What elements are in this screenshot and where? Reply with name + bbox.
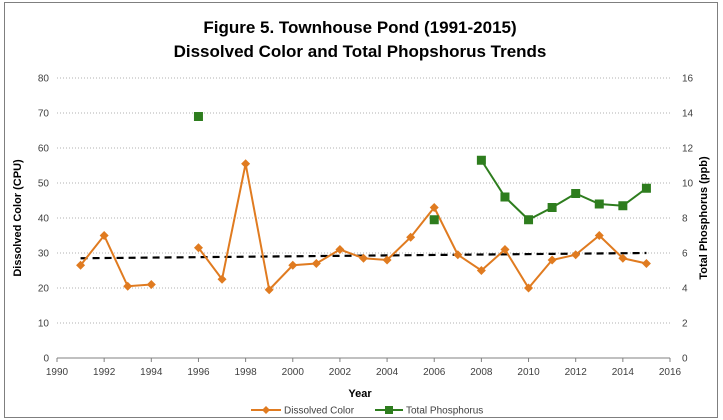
y2-tick-label: 6 bbox=[682, 249, 688, 260]
x-tick-label: 2010 bbox=[517, 367, 540, 378]
y-tick-label: 60 bbox=[38, 144, 50, 155]
y2-tick-label: 4 bbox=[682, 284, 688, 295]
y2-tick-label: 10 bbox=[682, 179, 694, 190]
legend-item-total-phosphorus: Total Phosphorus bbox=[375, 406, 483, 417]
data-point bbox=[264, 285, 274, 295]
y-tick-label: 70 bbox=[38, 109, 50, 120]
data-point bbox=[382, 255, 392, 265]
x-tick-label: 2008 bbox=[470, 367, 493, 378]
data-point bbox=[359, 253, 368, 263]
legend: Dissolved Color Total Phosphorus bbox=[251, 406, 483, 417]
y-tick-label: 0 bbox=[43, 354, 49, 365]
x-tick-label: 2002 bbox=[329, 367, 352, 378]
y-tick-label: 80 bbox=[38, 74, 50, 85]
y2-tick-label: 8 bbox=[682, 214, 688, 225]
data-point bbox=[217, 274, 227, 284]
grid-lines bbox=[57, 77, 670, 324]
data-point bbox=[594, 199, 604, 209]
data-point bbox=[547, 203, 557, 212]
data-point bbox=[335, 245, 345, 254]
data-point bbox=[311, 259, 321, 268]
data-point bbox=[146, 280, 156, 289]
data-point bbox=[571, 189, 581, 198]
data-point bbox=[641, 183, 651, 193]
data-point bbox=[594, 231, 604, 240]
legend-marker-total-phosphorus bbox=[385, 406, 393, 414]
data-point bbox=[453, 250, 463, 260]
y-axis-label: Dissolved Color (CPU) bbox=[12, 159, 24, 277]
y-tick-label: 20 bbox=[38, 284, 50, 295]
series-line bbox=[79, 233, 152, 288]
data-point bbox=[241, 159, 251, 169]
series-total-phosphorus bbox=[193, 112, 651, 225]
y2-axis-label: Total Phosphorus (ppb) bbox=[698, 156, 710, 280]
data-point bbox=[193, 243, 203, 253]
x-tick-label: 1998 bbox=[234, 367, 257, 378]
x-axis-ticks: 1990 1992 1994 1996 1998 2000 2002 2004 2006 2008… bbox=[46, 358, 682, 378]
y-tick-label: 30 bbox=[38, 249, 50, 260]
y-tick-label: 10 bbox=[38, 319, 50, 330]
chart: Figure 5. Townhouse Pond (1991-2015) Dis… bbox=[12, 18, 710, 417]
series-line bbox=[480, 159, 648, 221]
legend-label-total-phosphorus: Total Phosphorus bbox=[406, 406, 483, 417]
y2-tick-label: 12 bbox=[682, 144, 694, 155]
x-tick-label: 2014 bbox=[612, 367, 635, 378]
data-point bbox=[193, 112, 203, 121]
x-tick-label: 2004 bbox=[376, 367, 399, 378]
y2-tick-label: 0 bbox=[682, 354, 688, 365]
data-point bbox=[99, 231, 109, 240]
x-tick-label: 2012 bbox=[565, 367, 588, 378]
data-point bbox=[641, 259, 651, 268]
x-tick-label: 1990 bbox=[46, 367, 69, 378]
x-tick-label: 2000 bbox=[282, 367, 305, 378]
data-point bbox=[524, 283, 534, 293]
data-point bbox=[618, 253, 628, 263]
data-point bbox=[500, 245, 510, 254]
legend-label-dissolved-color: Dissolved Color bbox=[284, 406, 355, 417]
data-point bbox=[618, 201, 628, 211]
y-tick-label: 40 bbox=[38, 214, 50, 225]
data-point bbox=[500, 192, 510, 202]
y2-tick-label: 2 bbox=[682, 319, 688, 330]
x-tick-label: 2016 bbox=[659, 367, 682, 378]
data-point bbox=[429, 203, 439, 212]
legend-item-dissolved-color: Dissolved Color bbox=[251, 406, 355, 417]
y2-axis-ticks: 0 2 4 6 8 10 12 14 16 bbox=[682, 74, 694, 365]
x-tick-label: 1992 bbox=[93, 367, 116, 378]
data-point bbox=[524, 215, 534, 225]
data-point bbox=[406, 232, 416, 242]
legend-marker-dissolved-color bbox=[262, 406, 270, 414]
data-point bbox=[429, 215, 439, 225]
x-tick-label: 2006 bbox=[423, 367, 446, 378]
data-point bbox=[76, 260, 86, 270]
x-axis-label: Year bbox=[348, 388, 372, 400]
data-point bbox=[123, 281, 133, 291]
x-tick-label: 1996 bbox=[187, 367, 210, 378]
series-group bbox=[76, 112, 651, 295]
data-point bbox=[571, 250, 581, 260]
series-line bbox=[197, 163, 647, 292]
chart-subtitle: Dissolved Color and Total Phopshorus Tre… bbox=[174, 42, 547, 61]
y2-tick-label: 14 bbox=[682, 109, 694, 120]
y2-tick-label: 16 bbox=[682, 74, 694, 85]
data-point bbox=[547, 255, 557, 265]
x-tick-label: 1994 bbox=[140, 367, 163, 378]
y-axis-ticks: 0 10 20 30 40 50 60 70 80 bbox=[38, 74, 50, 365]
chart-frame: Figure 5. Townhouse Pond (1991-2015) Dis… bbox=[4, 2, 718, 418]
data-point bbox=[476, 155, 486, 165]
data-point bbox=[476, 266, 486, 275]
y-tick-label: 50 bbox=[38, 179, 50, 190]
data-point bbox=[288, 260, 298, 270]
chart-title: Figure 5. Townhouse Pond (1991-2015) bbox=[203, 18, 516, 37]
series-dissolved-color bbox=[76, 159, 651, 295]
